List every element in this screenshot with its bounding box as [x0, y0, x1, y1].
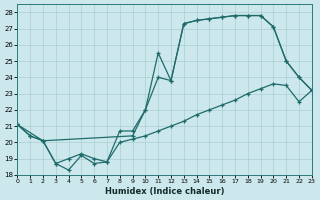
X-axis label: Humidex (Indice chaleur): Humidex (Indice chaleur) [105, 187, 224, 196]
